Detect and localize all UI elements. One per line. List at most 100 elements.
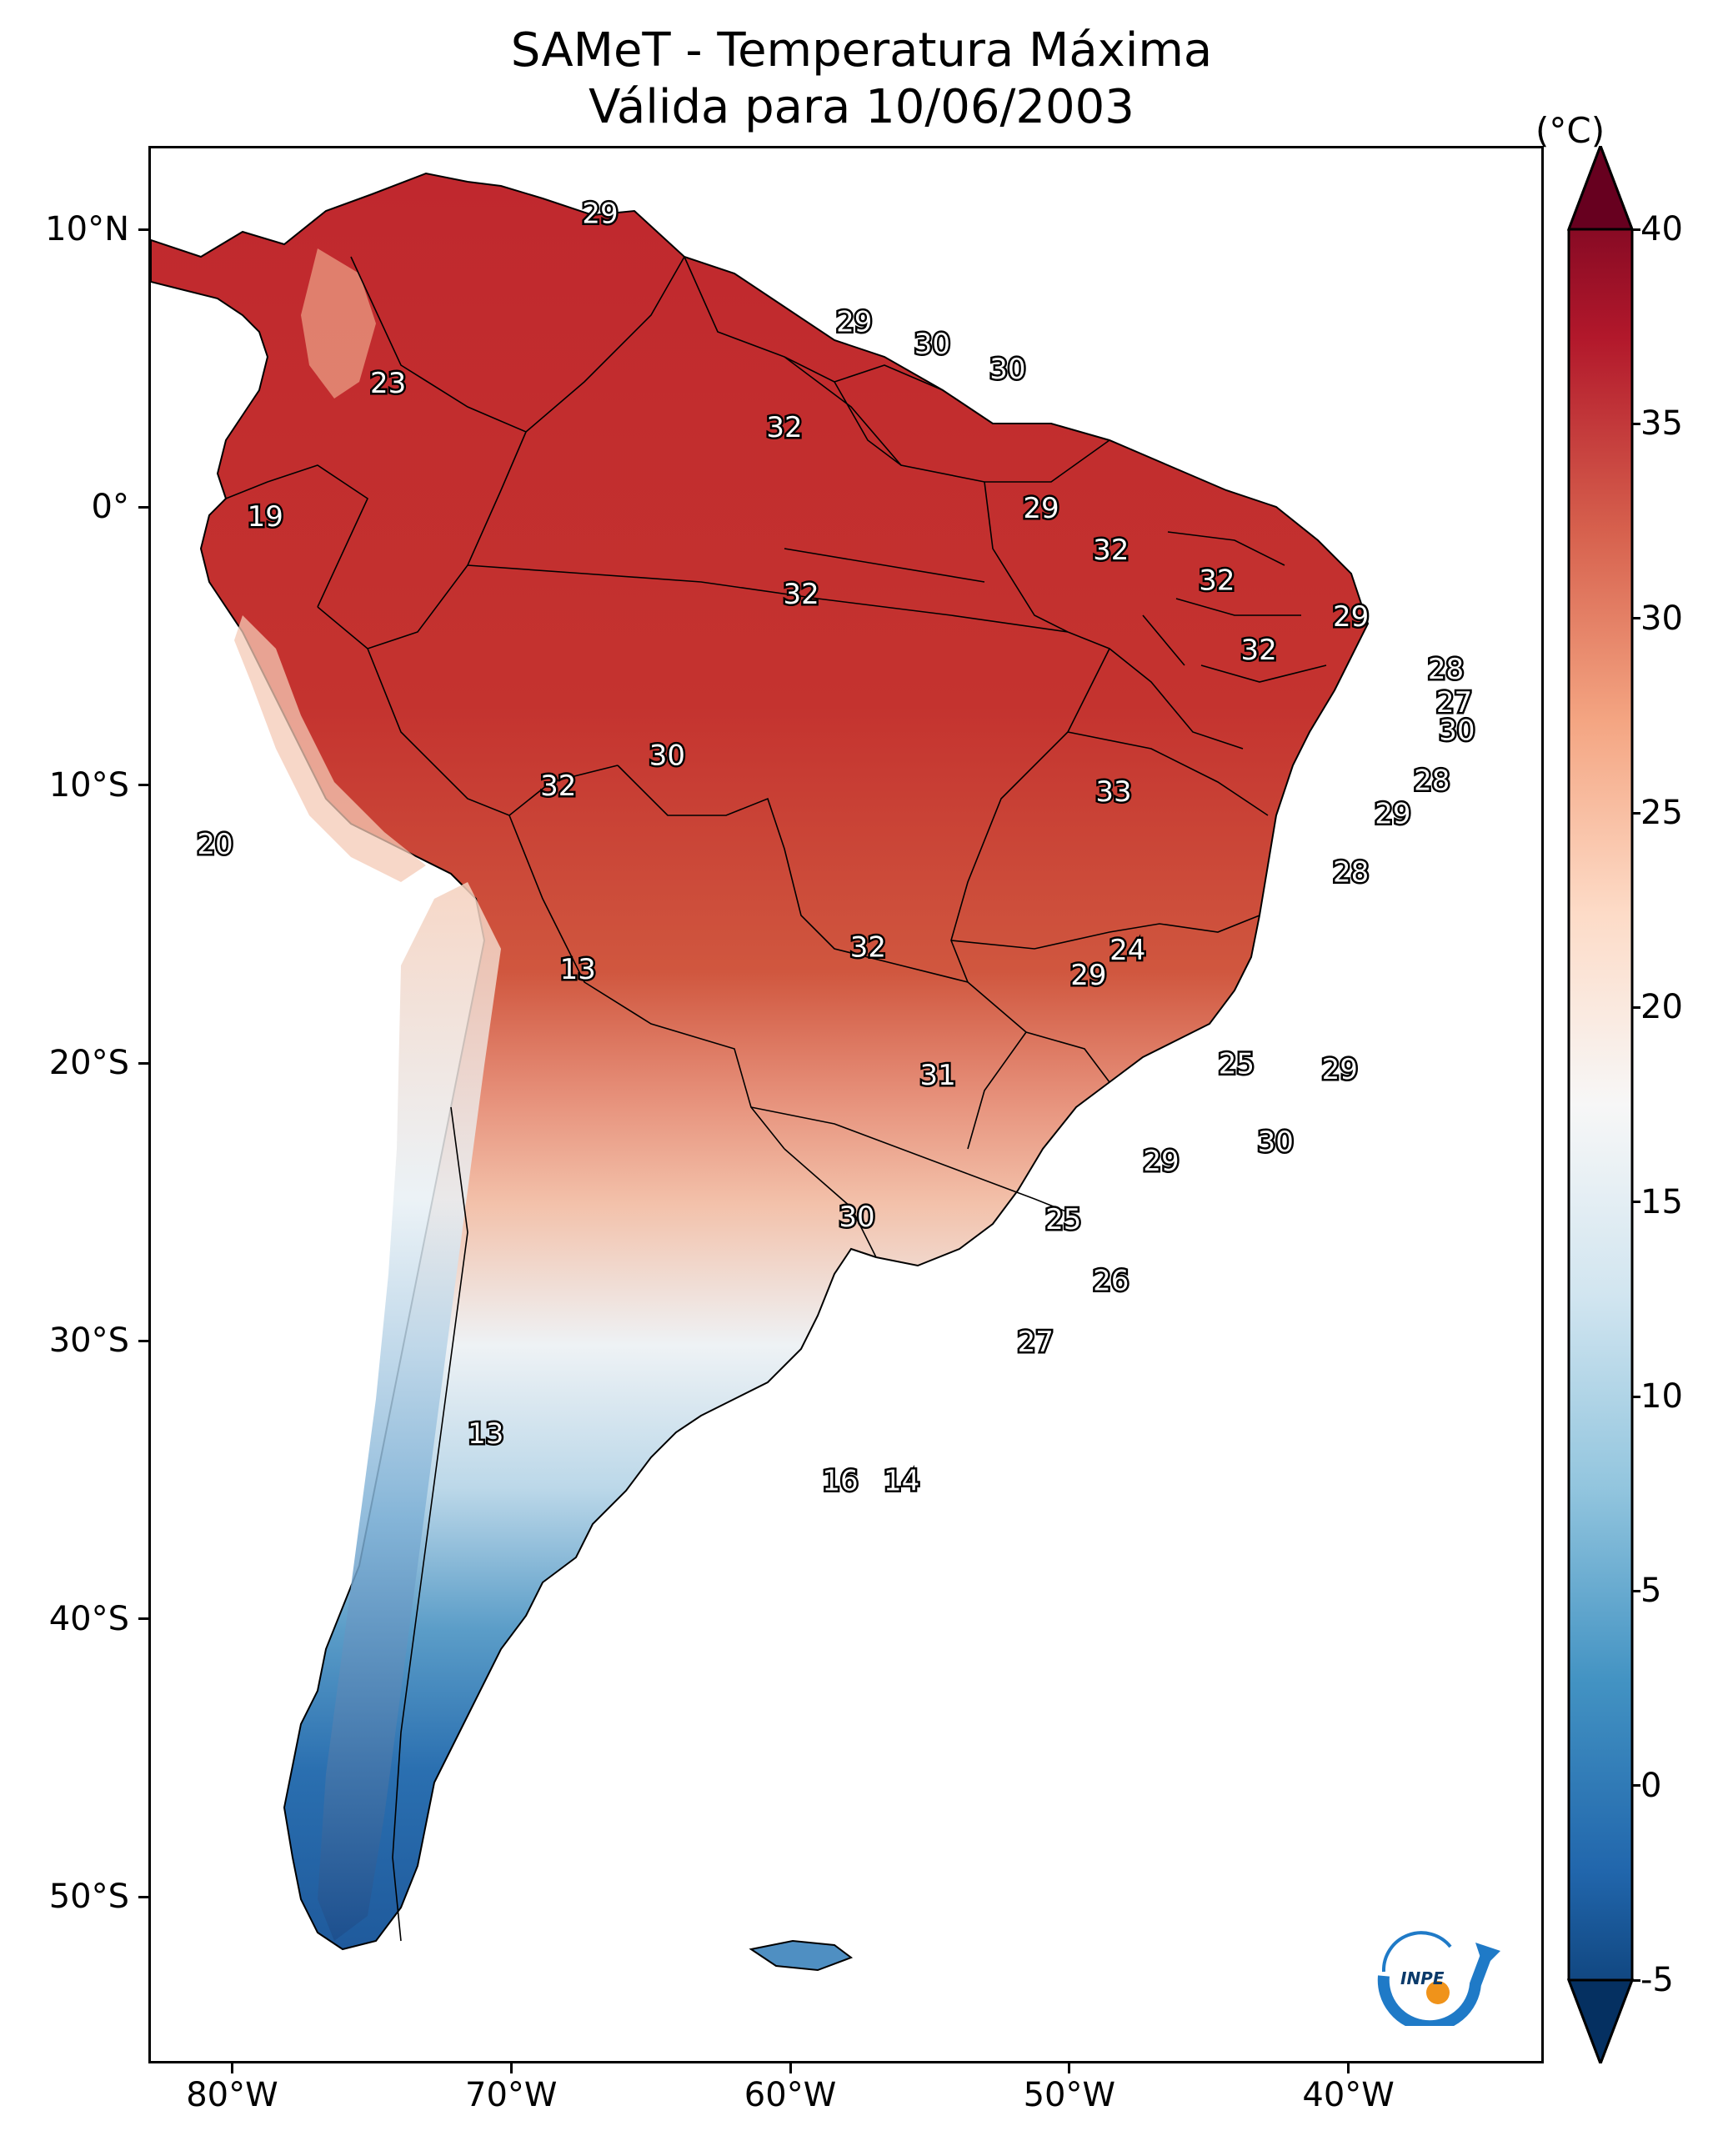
contour-label: 13 (560, 953, 596, 986)
contour-label: 30 (989, 353, 1025, 386)
inpe-logo-graphic: INPE (1377, 1931, 1500, 2033)
contour-label: 32 (783, 578, 819, 611)
andes-north-cool (234, 615, 426, 882)
temperature-map: 2923192930303229323229323228273028293032… (151, 172, 1477, 1972)
contour-label: 32 (850, 931, 886, 965)
longitude-label: 80°W (186, 2076, 278, 2114)
contour-label: 29 (836, 306, 872, 339)
colorbar-tick (1632, 1784, 1640, 1787)
colorbar-units: (°C) (1535, 110, 1605, 151)
contour-label: 31 (920, 1059, 956, 1092)
falkland-islands (749, 1939, 854, 1972)
contour-label: 23 (370, 367, 406, 400)
colorbar-tick-label: -5 (1640, 1961, 1674, 1999)
longitude-tick (230, 2063, 233, 2073)
latitude-tick (138, 1895, 148, 1898)
longitude-label: 40°W (1302, 2076, 1395, 2114)
latitude-tick (138, 505, 148, 509)
contour-label: 20 (197, 828, 233, 861)
contour-label: 25 (1045, 1203, 1081, 1236)
contour-label: 19 (248, 500, 283, 534)
colorbar-top-arrow (1567, 146, 1634, 231)
contour-label: 30 (649, 740, 685, 773)
contour-label: 29 (582, 198, 618, 231)
colorbar-tick (1632, 1978, 1640, 1982)
contour-label: 25 (1219, 1048, 1255, 1081)
latitude-label: 10°S (48, 765, 129, 805)
contour-label: 29 (1322, 1053, 1358, 1086)
contour-label: 26 (1093, 1265, 1129, 1298)
latitude-label: 10°N (45, 210, 129, 248)
longitude-label: 50°W (1023, 2076, 1116, 2114)
contour-labels: 2923192930303229323229323228273028293032… (195, 195, 1477, 1500)
colorbar-tick-label: 25 (1640, 794, 1683, 832)
contour-label: 27 (1018, 1326, 1054, 1359)
latitude-label: 0° (91, 488, 129, 527)
contour-label: 30 (839, 1201, 874, 1234)
longitude-tick (1068, 2063, 1071, 2073)
contour-label: 29 (1023, 492, 1059, 525)
colorbar-tick (1632, 1589, 1640, 1592)
contour-label: 29 (1333, 600, 1369, 634)
inpe-logo: INPE (1367, 1909, 1509, 2033)
map-area: 29 23 19 29 30 30 32 29 32 32 29 32 32 28 27 30 28 29 30 32… (148, 146, 1544, 2063)
latitude-label: 50°S (48, 1878, 129, 1916)
longitude-tick (789, 2063, 792, 2073)
contour-label: 32 (1093, 534, 1129, 567)
latitude-label: 40°S (48, 1599, 129, 1638)
contour-label: 16 (822, 1465, 858, 1498)
contour-label: 29 (1375, 798, 1410, 831)
latitude-tick (138, 1061, 148, 1065)
contour-label: 30 (1439, 714, 1475, 748)
contour-label: 13 (468, 1417, 503, 1451)
latitude-tick (138, 1339, 148, 1342)
colorbar-tick-label: 40 (1640, 210, 1683, 248)
andes-cold-band (318, 882, 501, 1941)
colorbar (1567, 146, 1634, 2063)
colorbar-tick-label: 35 (1640, 404, 1683, 444)
colorbar-tick (1632, 617, 1640, 620)
colorbar-tick (1632, 422, 1640, 425)
colorbar-tick-label: 30 (1640, 599, 1683, 638)
longitude-label: 60°W (744, 2076, 837, 2114)
colorbar-tick (1632, 811, 1640, 815)
colorbar-tick-label: 15 (1640, 1182, 1683, 1221)
contour-label: 14 (884, 1465, 919, 1498)
colorbar-tick (1632, 228, 1640, 231)
contour-label: 32 (1199, 564, 1235, 598)
contour-label: 27 (1436, 686, 1472, 720)
colombia-highlands (301, 248, 376, 399)
colorbar-bottom-arrow (1567, 1978, 1634, 2063)
latitude-label: 20°S (48, 1044, 129, 1082)
contour-label: 29 (1143, 1145, 1179, 1178)
country-borders (225, 256, 1327, 1942)
contour-label: 24 (1109, 934, 1145, 967)
colorbar-tick (1632, 1005, 1640, 1009)
colorbar-tick-label: 10 (1640, 1377, 1683, 1416)
colorbar-tick-label: 20 (1640, 988, 1683, 1027)
contour-label: 28 (1333, 856, 1369, 890)
contour-label: 28 (1414, 765, 1450, 798)
colorbar-tick-label: 0 (1640, 1766, 1662, 1805)
latitude-tick (138, 1617, 148, 1621)
longitude-tick (509, 2063, 513, 2073)
south-america-landmass (151, 172, 1370, 1951)
longitude-label: 70°W (465, 2076, 558, 2114)
contour-label: 32 (766, 411, 802, 444)
latitude-tick (138, 784, 148, 787)
colorbar-body (1567, 146, 1634, 2063)
contour-label: 29 (1070, 959, 1106, 992)
map-title: SAMeT - Temperatura Máxima (510, 23, 1213, 78)
latitude-tick (138, 228, 148, 231)
contour-label: 32 (1241, 634, 1277, 667)
latitude-label: 30°S (48, 1321, 129, 1361)
longitude-tick (1347, 2063, 1350, 2073)
colorbar-tick-label: 5 (1640, 1572, 1662, 1611)
map-subtitle: Válida para 10/06/2003 (589, 80, 1134, 134)
contour-label: 32 (540, 770, 576, 803)
contour-label: 28 (1428, 653, 1464, 686)
colorbar-tick (1632, 1201, 1640, 1204)
contour-label: 30 (914, 328, 950, 361)
contour-label: 30 (1258, 1126, 1294, 1159)
logo-text: INPE (1400, 1968, 1445, 1988)
